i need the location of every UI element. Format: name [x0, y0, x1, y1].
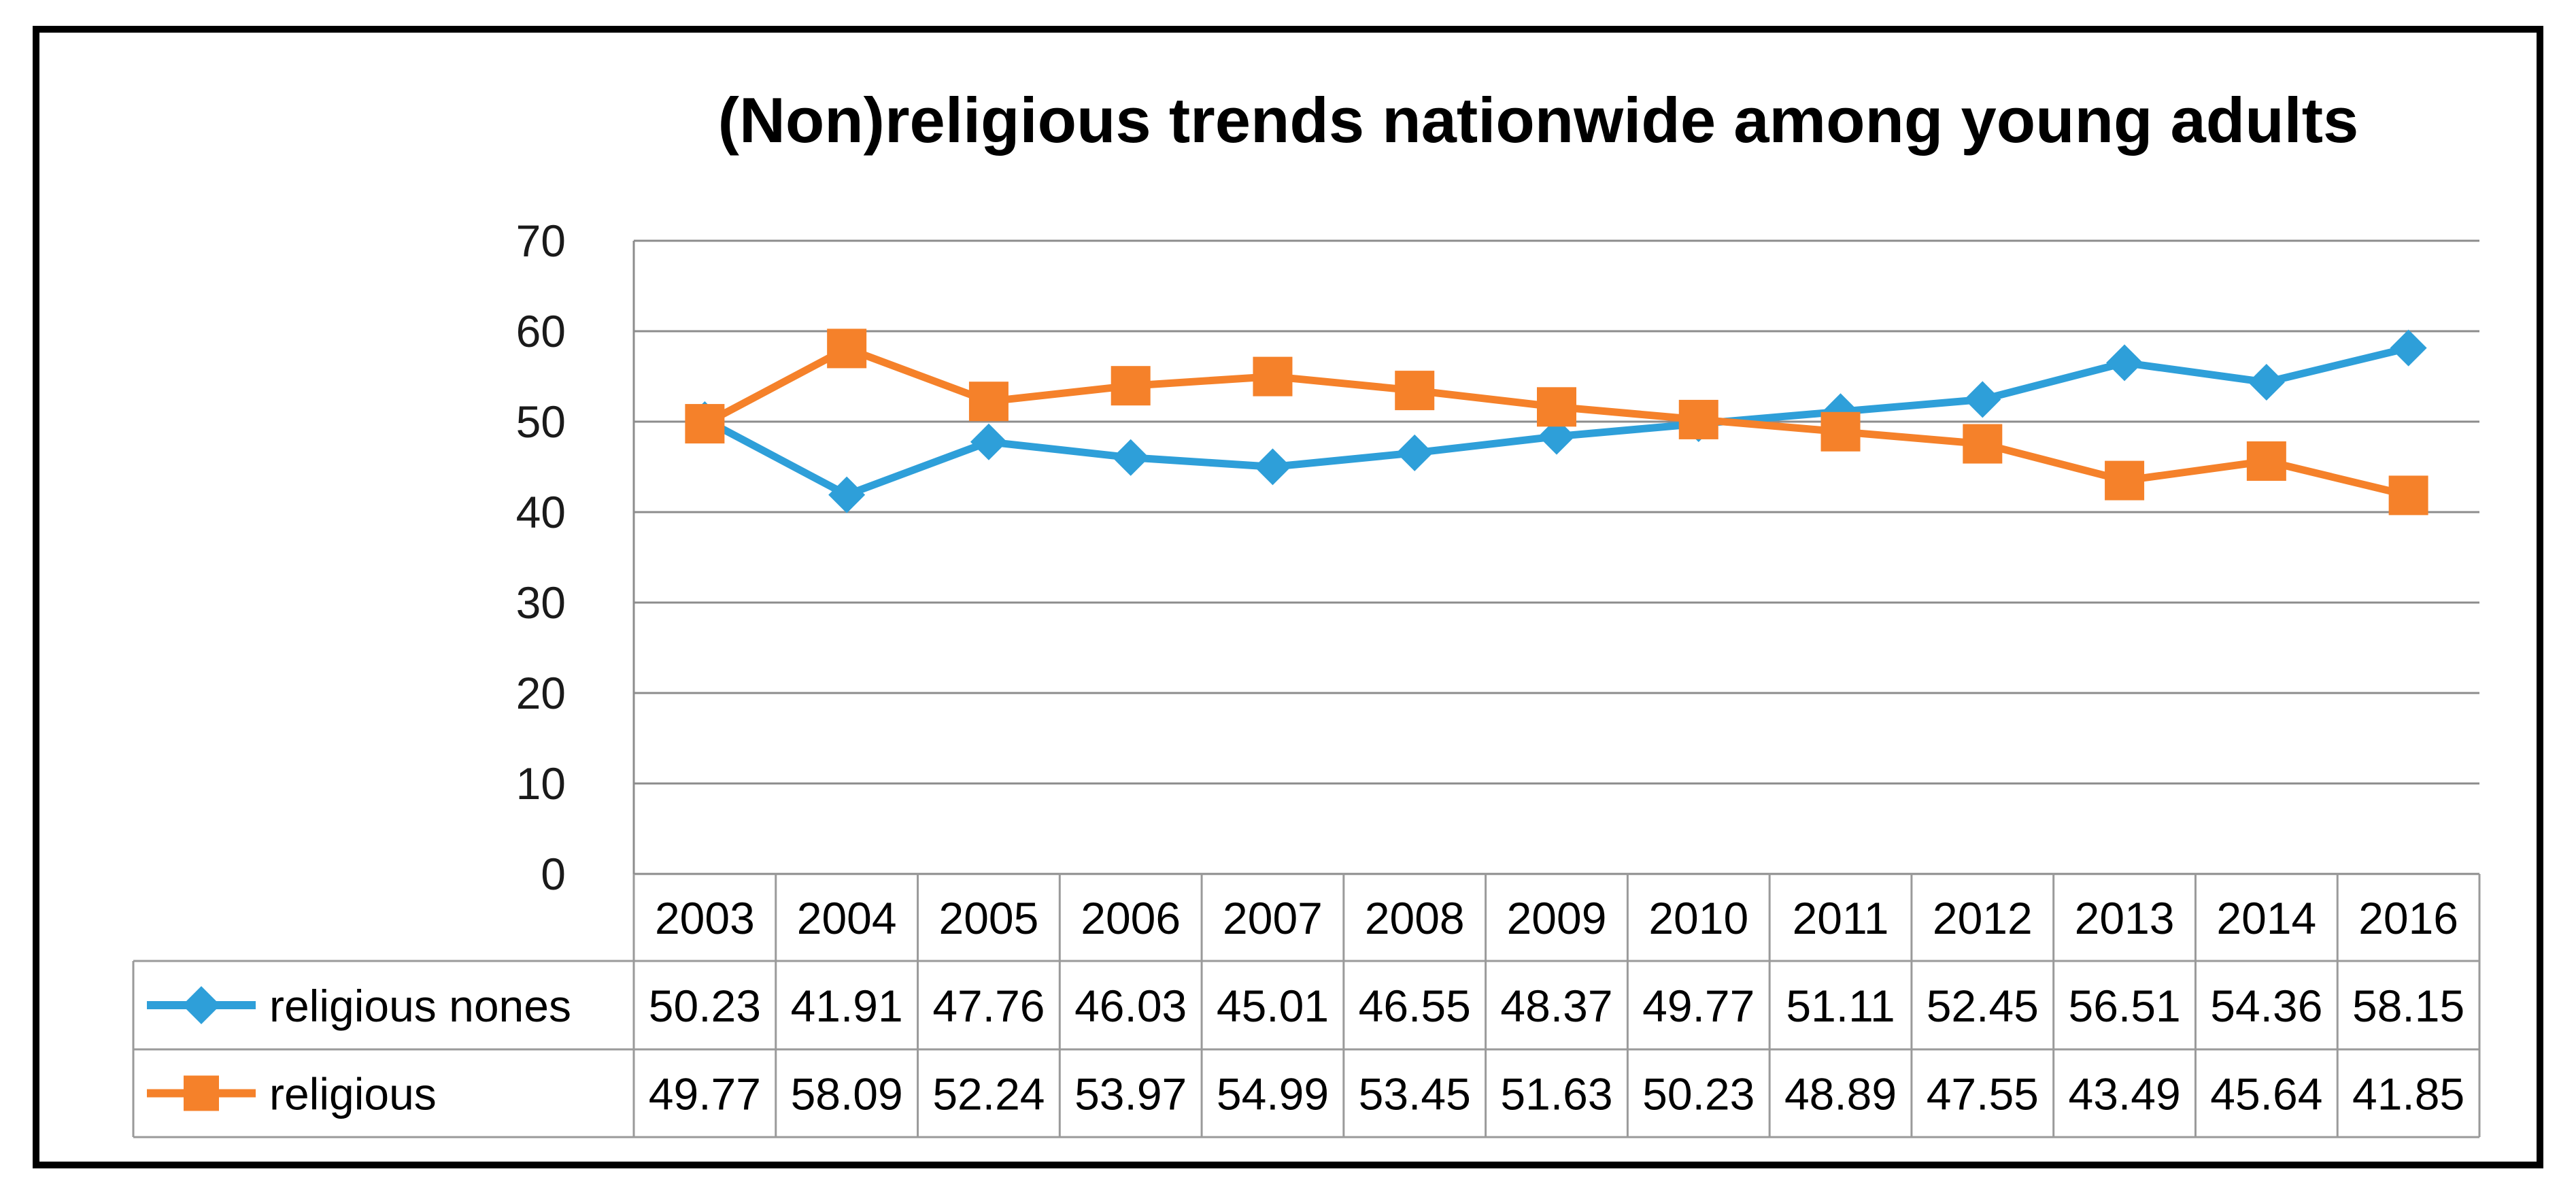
data-point-religious [968, 382, 1009, 422]
y-tick-label: 70 [516, 216, 566, 266]
data-point-religious [1678, 399, 1718, 439]
x-tick-label: 2007 [1223, 893, 1323, 943]
x-tick-label: 2003 [655, 893, 755, 943]
data-point-religious-nones [970, 423, 1007, 460]
data-table-cell: 51.11 [1786, 981, 1895, 1031]
data-table-cell: 50.23 [649, 981, 761, 1031]
data-point-religious [2105, 460, 2145, 501]
data-table-cell: 41.91 [791, 981, 903, 1031]
data-point-religious [685, 404, 725, 444]
y-tick-label: 40 [516, 487, 566, 537]
y-tick-label: 0 [541, 849, 566, 899]
data-table: 2003 2004 2005 2006 2007 2008 2009 2010 2011 2012… [132, 874, 2481, 1138]
x-tick-label: 2008 [1365, 893, 1465, 943]
data-point-religious-nones [1964, 381, 2001, 418]
data-table-cell: 48.89 [1784, 1069, 1897, 1119]
x-tick-label: 2013 [2075, 893, 2175, 943]
data-table-cell: 49.77 [1642, 981, 1755, 1031]
data-point-religious-nones [1112, 439, 1149, 476]
legend-key-marker [184, 1075, 219, 1111]
data-point-religious [1253, 356, 1293, 396]
data-table-cell: 54.99 [1217, 1069, 1329, 1119]
data-table-cell: 52.24 [932, 1069, 1045, 1119]
data-point-religious-nones [1396, 434, 1434, 471]
series-markers [685, 328, 2428, 516]
y-tick-label: 50 [516, 396, 566, 447]
x-tick-label: 2006 [1081, 893, 1181, 943]
data-point-religious [2246, 441, 2286, 481]
legend-key-marker [182, 986, 220, 1024]
data-table-cell: 54.36 [2210, 981, 2322, 1031]
data-point-religious-nones [1538, 418, 1575, 455]
x-tick-label: 2016 [2358, 893, 2458, 943]
x-tick-label: 2010 [1648, 893, 1748, 943]
data-point-religious [2388, 475, 2428, 516]
y-tick-label: 10 [516, 758, 566, 809]
x-tick-label: 2011 [1793, 893, 1889, 943]
data-point-religious [1395, 371, 1435, 411]
data-table-cell: 47.76 [932, 981, 1045, 1031]
data-table-cell: 53.45 [1359, 1069, 1471, 1119]
data-table-cell: 58.15 [2352, 981, 2464, 1031]
data-table-cell: 53.97 [1074, 1069, 1187, 1119]
data-point-religious [827, 328, 867, 369]
data-table-cell: 49.77 [649, 1069, 761, 1119]
data-table-cell: 51.63 [1500, 1069, 1612, 1119]
data-point-religious-nones [2248, 364, 2285, 401]
legend-series-name: religious [269, 1069, 437, 1119]
x-tick-label: 2004 [797, 893, 897, 943]
data-table-cell: 45.64 [2210, 1069, 2322, 1119]
data-table-cell: 48.37 [1500, 981, 1612, 1031]
chart-border [33, 26, 2543, 1168]
data-table-cell: 46.03 [1074, 981, 1187, 1031]
data-table-cell: 47.55 [1927, 1069, 2039, 1119]
data-point-religious [1963, 424, 2003, 464]
x-tick-label: 2005 [939, 893, 1039, 943]
x-tick-label: 2014 [2216, 893, 2316, 943]
data-table-cell: 45.01 [1217, 981, 1329, 1031]
data-point-religious-nones [2106, 344, 2143, 382]
data-point-religious-nones [2390, 329, 2427, 367]
x-tick-label: 2012 [1933, 893, 2033, 943]
y-tick-label: 30 [516, 577, 566, 628]
x-tick-label: 2009 [1507, 893, 1607, 943]
data-table-cell: 41.85 [2352, 1069, 2464, 1119]
data-point-religious-nones [828, 476, 866, 513]
chart-title: (Non)religious trends nationwide among y… [718, 84, 2359, 156]
data-point-religious [1111, 366, 1151, 406]
y-axis: 0 10 20 30 40 50 60 70 [516, 216, 635, 899]
y-tick-label: 20 [516, 668, 566, 718]
data-point-religious [1820, 411, 1861, 452]
data-table-cell: 56.51 [2068, 981, 2180, 1031]
data-table-cell: 58.09 [791, 1069, 903, 1119]
data-table-cell: 43.49 [2068, 1069, 2180, 1119]
data-point-religious [1537, 387, 1576, 427]
y-tick-label: 60 [516, 306, 566, 356]
data-table-cell: 50.23 [1642, 1069, 1755, 1119]
legend-series-name: religious nones [269, 981, 571, 1031]
data-table-cell: 52.45 [1927, 981, 2039, 1031]
data-point-religious-nones [1254, 448, 1291, 486]
data-table-cell: 46.55 [1359, 981, 1471, 1031]
